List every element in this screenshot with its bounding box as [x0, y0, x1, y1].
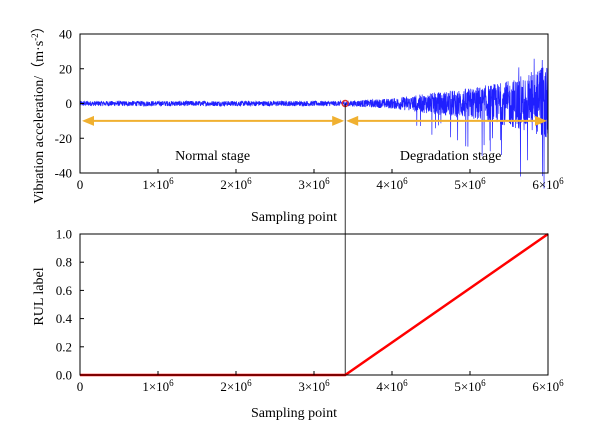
rul-y-tick-label: 0.6	[56, 283, 73, 298]
rul-x-tick-label: 4×106	[376, 378, 408, 394]
vibration-x-tick-label: 6×106	[532, 176, 564, 192]
vibration-y-axis-label: Vibration acceleration/（m·s-2）	[30, 19, 47, 203]
rul-label-line	[80, 232, 549, 377]
stage-arrows	[82, 115, 547, 126]
vibration-y-ticks: -40 -20 0 20 40	[55, 27, 84, 181]
rul-chart: 0.0 0.2 0.4 0.6 0.8 1.0 0 1×106 2×106 3×106 4×106…	[32, 227, 564, 422]
vibration-x-tick-label: 4×106	[376, 176, 408, 192]
rul-y-tick-label: 1.0	[56, 227, 72, 242]
rul-x-tick-label: 3×106	[298, 378, 330, 394]
vibration-x-tick-label: 5×106	[454, 176, 486, 192]
vibration-y-tick-label: 0	[66, 96, 73, 111]
vibration-chart: -40 -20 0 20 40 0 1×106 2×106 3×106 4×106 5×106 6×…	[30, 19, 564, 225]
vibration-x-tick-label: 2×106	[220, 176, 252, 192]
rul-x-tick-label: 1×106	[142, 378, 174, 394]
vibration-x-tick-label: 1×106	[142, 176, 174, 192]
rul-y-tick-label: 0.8	[56, 255, 72, 270]
degradation-stage-arrow	[346, 115, 547, 126]
normal-stage-arrow	[82, 115, 345, 126]
vibration-y-tick-label: -20	[55, 131, 72, 146]
degradation-stage-label: Degradation stage	[400, 149, 501, 164]
vibration-y-tick-label: -40	[55, 166, 72, 181]
rul-x-tick-label: 0	[77, 379, 84, 394]
rul-y-tick-label: 0.0	[56, 368, 72, 383]
rul-y-axis-label: RUL label	[32, 267, 47, 325]
vibration-x-axis-label: Sampling point	[251, 210, 337, 225]
vibration-x-tick-label: 3×106	[298, 176, 330, 192]
normal-stage-label: Normal stage	[175, 149, 250, 164]
rul-x-axis-label: Sampling point	[251, 406, 337, 421]
rul-x-tick-label: 6×106	[532, 378, 564, 394]
vibration-y-tick-label: 20	[59, 61, 72, 76]
rul-x-tick-label: 5×106	[454, 378, 486, 394]
rul-plot-frame	[79, 233, 549, 376]
vibration-signal-line	[79, 58, 549, 189]
rul-y-ticks: 0.0 0.2 0.4 0.6 0.8 1.0	[56, 227, 84, 383]
vibration-signal-series	[79, 58, 549, 189]
rul-y-tick-label: 0.2	[56, 339, 72, 354]
rul-x-ticks: 0 1×106 2×106 3×106 4×106 5×106 6×106	[77, 371, 564, 394]
vibration-x-tick-label: 0	[77, 177, 84, 192]
rul-x-tick-label: 2×106	[220, 378, 252, 394]
vibration-y-tick-label: 40	[59, 27, 72, 42]
vibration-x-ticks: 0 1×106 2×106 3×106 4×106 5×106 6×106	[77, 169, 564, 192]
rul-y-tick-label: 0.4	[56, 311, 73, 326]
